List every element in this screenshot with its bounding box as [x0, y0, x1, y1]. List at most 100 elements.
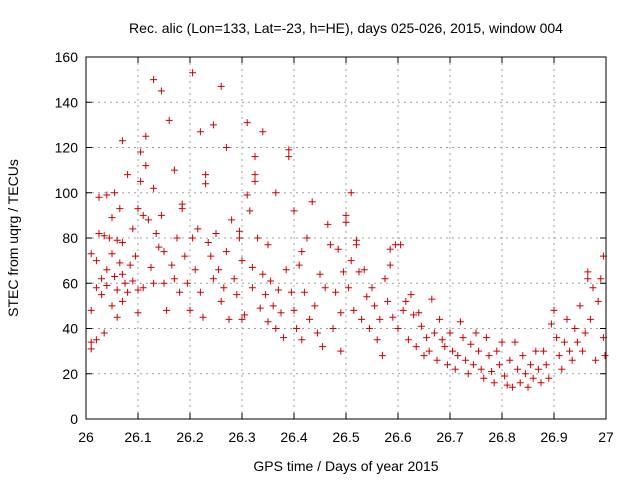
data-point-marker — [118, 137, 126, 145]
data-point-marker — [209, 121, 217, 129]
data-point-marker — [150, 76, 158, 84]
data-point-marker — [472, 329, 480, 337]
data-point-marker — [235, 227, 243, 235]
data-point-marker — [347, 257, 355, 265]
data-point-marker — [412, 343, 420, 351]
data-point-marker — [246, 207, 254, 215]
data-point-marker — [272, 325, 280, 332]
data-point-marker — [131, 252, 139, 260]
data-point-marker — [402, 297, 410, 305]
data-point-marker — [209, 275, 217, 283]
data-point-marker — [150, 279, 158, 287]
data-point-marker — [560, 338, 568, 346]
x-tick-label: 26.9 — [540, 429, 567, 445]
ticks-layer: 0 20 40 60 80 100 120 140 160 26 26.1 26.2 26.3 26.4 2… — [55, 49, 614, 445]
data-point-marker — [228, 216, 236, 224]
data-point-marker — [404, 336, 412, 344]
data-point-marker — [165, 116, 173, 124]
data-point-marker — [170, 275, 178, 283]
data-point-marker — [498, 338, 506, 346]
data-point-marker — [365, 325, 373, 332]
data-point-marker — [277, 309, 285, 317]
data-point-marker — [584, 268, 592, 276]
data-point-marker — [337, 347, 345, 355]
data-point-marker — [371, 302, 379, 310]
y-tick-label: 160 — [55, 49, 79, 65]
data-point-marker — [124, 288, 132, 296]
data-point-marker — [477, 365, 485, 373]
data-point-marker — [243, 119, 251, 127]
data-point-marker — [358, 315, 366, 323]
data-point-marker — [251, 153, 259, 161]
y-tick-label: 80 — [62, 230, 78, 246]
data-point-marker — [196, 128, 204, 136]
data-point-marker — [511, 338, 519, 346]
data-point-marker — [482, 334, 490, 342]
data-point-marker — [225, 315, 233, 323]
data-point-marker — [212, 230, 220, 237]
data-point-marker — [95, 230, 103, 237]
data-point-marker — [495, 361, 503, 369]
data-point-marker — [438, 336, 446, 344]
data-point-marker — [508, 383, 516, 391]
data-point-marker — [501, 372, 509, 380]
data-point-marker — [118, 270, 126, 278]
data-point-marker — [124, 171, 132, 179]
x-tick-label: 26.2 — [176, 429, 203, 445]
data-point-marker — [516, 379, 524, 387]
data-point-marker — [529, 374, 537, 382]
data-point-marker — [389, 313, 397, 321]
data-point-marker — [92, 284, 100, 292]
data-point-marker — [113, 236, 121, 244]
data-point-marker — [339, 268, 347, 276]
data-point-marker — [215, 266, 223, 274]
data-point-marker — [566, 347, 574, 355]
data-point-marker — [534, 365, 542, 373]
data-point-marker — [290, 306, 298, 314]
data-point-marker — [521, 370, 529, 378]
data-point-marker — [449, 347, 457, 355]
data-point-marker — [386, 245, 394, 253]
data-point-marker — [248, 263, 256, 271]
data-point-marker — [100, 329, 108, 337]
data-point-marker — [355, 268, 363, 276]
data-point-marker — [168, 261, 176, 269]
x-tick-label: 26.1 — [124, 429, 151, 445]
data-point-marker — [176, 288, 184, 296]
data-point-marker — [155, 243, 163, 251]
data-point-marker — [451, 365, 459, 373]
plot-frame — [85, 56, 607, 420]
data-point-marker — [103, 266, 111, 274]
data-point-marker — [105, 234, 113, 242]
data-point-marker — [571, 325, 579, 332]
data-point-marker — [334, 245, 342, 253]
data-point-marker — [506, 356, 514, 364]
data-point-marker — [298, 248, 306, 256]
data-point-marker — [308, 198, 316, 206]
data-point-marker — [108, 214, 116, 222]
data-point-marker — [537, 379, 545, 387]
data-point-marker — [191, 266, 199, 274]
data-point-marker — [248, 284, 256, 292]
data-point-marker — [441, 343, 449, 351]
data-point-marker — [269, 302, 277, 310]
data-point-marker — [469, 361, 477, 369]
data-point-marker — [589, 284, 597, 292]
data-point-marker — [454, 352, 462, 360]
data-point-marker — [342, 211, 350, 219]
data-point-marker — [118, 297, 126, 305]
data-point-marker — [576, 302, 584, 310]
data-point-marker — [397, 241, 405, 249]
data-point-marker — [230, 275, 238, 283]
data-point-marker — [113, 313, 121, 321]
data-point-marker — [261, 291, 269, 299]
data-point-marker — [264, 241, 272, 249]
data-point-marker — [467, 340, 475, 348]
data-point-marker — [368, 284, 376, 292]
data-point-marker — [142, 132, 150, 140]
data-point-marker — [108, 302, 116, 310]
data-point-marker — [316, 270, 324, 278]
data-point-marker — [464, 370, 472, 378]
data-point-marker — [285, 153, 293, 161]
